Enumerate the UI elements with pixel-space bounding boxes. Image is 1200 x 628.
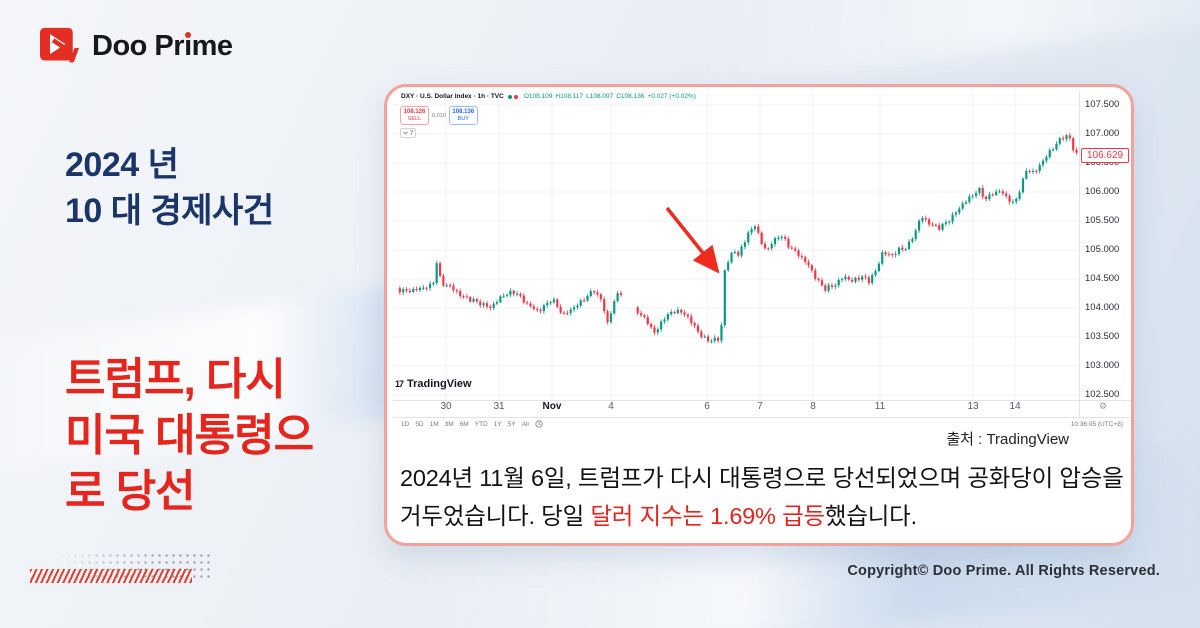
time-axis-label: 4 — [608, 401, 614, 412]
tradingview-label: TradingView — [407, 378, 472, 390]
time-axis-label: 7 — [757, 401, 763, 412]
description-highlight: 달러 지수는 1.69% 급등 — [590, 503, 825, 529]
price-axis-label: 107.500 — [1085, 99, 1120, 110]
buy-button[interactable]: 108.136 BUY — [448, 106, 478, 125]
red-stripes-decoration — [30, 569, 192, 583]
time-axis-label: 11 — [874, 401, 886, 412]
timeframe-button-ytd[interactable]: YTD — [474, 420, 488, 428]
time-axis-label: Nov — [542, 401, 562, 412]
headline-line: 로 당선 — [65, 467, 196, 516]
symbol-title: DXY · U.S. Dollar Index · 1h · TVC — [401, 93, 504, 100]
doo-prime-logo: Doo Prime — [40, 26, 233, 66]
time-axis-label: 8 — [810, 401, 816, 412]
time-axis-label: 6 — [704, 401, 710, 412]
price-axis-label: 103.000 — [1085, 360, 1120, 371]
candlestick-chart[interactable] — [393, 91, 1079, 401]
candle-counter-chip[interactable]: 7 — [400, 128, 416, 138]
time-axis-label: 31 — [493, 401, 505, 412]
headline-line: 트럼프, 다시 — [65, 355, 286, 404]
status-dot-green-icon — [507, 94, 512, 99]
ohlc-change: +0.027 (+0.02%) — [647, 93, 696, 100]
tradingview-logo-icon: 17 — [395, 379, 404, 389]
price-axis-label: 104.500 — [1085, 273, 1120, 284]
price-axis-label: 103.500 — [1085, 331, 1120, 342]
timeframe-button-5d[interactable]: 5D — [415, 420, 424, 428]
event-headline: 트럼프, 다시 미국 대통령으 로 당선 — [65, 352, 314, 520]
gear-icon[interactable]: ⚙ — [1099, 402, 1108, 412]
timeframe-button-6m[interactable]: 6M — [459, 420, 469, 428]
wordmark-part: me — [191, 30, 233, 62]
ohlc-low: L108.097 — [586, 93, 614, 100]
price-axis-label: 106.000 — [1085, 186, 1120, 197]
tradingview-attribution: 17 TradingView — [395, 378, 472, 390]
time-axis-label: 30 — [440, 401, 452, 412]
chart-header: DXY · U.S. Dollar Index · 1h · TVC O108.… — [401, 93, 699, 100]
wordmark-i: i — [184, 30, 192, 62]
price-axis-separator — [1079, 91, 1080, 417]
time-axis-label: 14 — [1009, 401, 1021, 412]
timeframe-button-1d[interactable]: 1D — [401, 420, 410, 428]
series-title-line: 10 대 경제사건 — [65, 192, 274, 230]
series-title: 2024 년 10 대 경제사건 — [65, 142, 274, 234]
brand-wordmark: Doo Prime — [92, 26, 233, 66]
chevron-down-icon — [402, 131, 408, 135]
price-axis-label: 102.500 — [1085, 389, 1120, 400]
series-title-line: 2024 년 — [65, 146, 179, 184]
price-axis-label: 107.000 — [1085, 128, 1120, 139]
toolbar-separator — [393, 417, 1131, 418]
source-credit: 출처 : TradingView — [946, 431, 1069, 448]
headline-line: 미국 대통령으 — [65, 411, 314, 460]
ohlc-open: O108.109 — [523, 93, 553, 100]
price-axis-label: 105.000 — [1085, 244, 1120, 255]
timeframe-button-all[interactable]: All — [521, 420, 529, 428]
wordmark-part: Doo Pr — [92, 30, 185, 62]
time-axis-separator — [393, 400, 1131, 401]
sell-label: SELL — [407, 115, 422, 122]
timeframe-button-5y[interactable]: 5Y — [507, 420, 516, 428]
event-description: 2024년 11월 6일, 트럼프가 다시 대통령으로 당선되었으며 공화당이 … — [400, 459, 1131, 535]
ohlc-high: H108.117 — [555, 93, 584, 100]
description-text: 2024년 11월 6일, 트럼프가 다시 대통령으로 당선되었으며 공화당이 … — [400, 465, 1124, 529]
sell-button[interactable]: 108.126 SELL — [400, 106, 429, 125]
trade-widget: 108.126 SELL 0.010 108.136 BUY — [400, 106, 478, 125]
time-axis-label: 13 — [967, 401, 979, 412]
description-text: 했습니다. — [824, 503, 917, 529]
background-decoration — [696, 0, 1200, 87]
status-dot-red-icon — [513, 94, 518, 99]
timeframe-button-3m[interactable]: 3M — [444, 420, 454, 428]
sell-price: 108.126 — [403, 108, 426, 115]
buy-label: BUY — [457, 115, 469, 122]
last-price-tag: 106.629 — [1081, 148, 1129, 164]
timeframe-toolbar: 1D 5D 1M 3M 6M YTD 1Y 5Y All — [401, 420, 543, 428]
ohlc-readout: O108.109 H108.117 L108.097 C108.136 +0.027 (… — [524, 93, 699, 100]
doo-prime-logo-icon — [40, 27, 80, 63]
price-axis-label: 105.500 — [1085, 215, 1120, 226]
clock-icon — [535, 420, 543, 428]
session-clock[interactable]: 10:36:05 (UTC+8) — [1070, 421, 1123, 428]
ohlc-close: C108.136 — [616, 93, 645, 100]
timeframe-button-1m[interactable]: 1M — [429, 420, 439, 428]
chart-card: DXY · U.S. Dollar Index · 1h · TVC O108.… — [384, 84, 1134, 546]
timeframe-button-1y[interactable]: 1Y — [493, 420, 502, 428]
copyright-notice: Copyright© Doo Prime. All Rights Reserve… — [847, 563, 1160, 579]
counter-value: 7 — [409, 129, 414, 137]
spread-value: 0.010 — [432, 112, 446, 119]
buy-price: 108.136 — [452, 108, 475, 115]
price-axis-label: 104.000 — [1085, 302, 1120, 313]
